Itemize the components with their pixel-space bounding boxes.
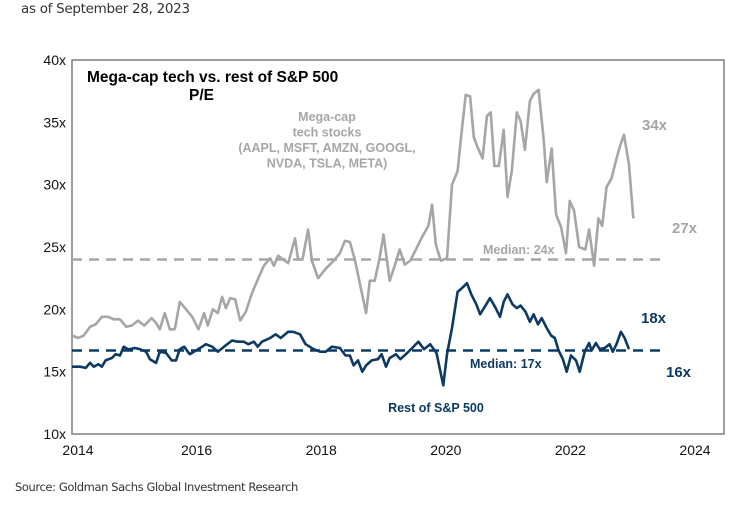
y-tick-label: 30x xyxy=(43,177,66,193)
rest-median-label: Median: 17x xyxy=(470,357,542,371)
megacap-peak-label: 34x xyxy=(642,117,668,134)
y-tick-label: 20x xyxy=(43,301,66,317)
megacap-median-label: Median: 24x xyxy=(483,243,555,257)
y-tick-label: 15x xyxy=(43,364,66,380)
x-tick-label: 2014 xyxy=(62,442,93,458)
megacap-series-label: Mega-cap tech stocks(AAPL, MSFT, AMZN, GO… xyxy=(238,110,415,171)
chart-subtitle: P/E xyxy=(189,87,214,104)
source-note: Source: Goldman Sachs Global Investment … xyxy=(15,480,298,494)
as-of-date: as of September 28, 2023 xyxy=(21,1,190,17)
x-tick-label: 2016 xyxy=(181,442,212,458)
y-tick-label: 25x xyxy=(43,239,66,255)
x-tick-label: 2020 xyxy=(430,442,461,458)
x-tick-label: 2022 xyxy=(555,442,586,458)
x-tick-label: 2018 xyxy=(306,442,337,458)
megacap-label-line: tech stocks xyxy=(293,126,362,140)
y-tick-label: 40x xyxy=(43,52,66,68)
y-tick-label: 35x xyxy=(43,114,66,130)
rest-series-label: Rest of S&P 500 xyxy=(388,401,484,415)
y-tick-label: 10x xyxy=(43,426,66,442)
rest-label-line: Rest of S&P 500 xyxy=(388,401,484,415)
rest-end-label: 16x xyxy=(666,364,692,381)
megacap-label-line: (AAPL, MSFT, AMZN, GOOGL, xyxy=(238,141,415,155)
plot-frame xyxy=(71,59,725,435)
y-axis: 10x 15x 20x 25x 30x 35x 40x xyxy=(43,52,66,442)
chart-title: Mega-cap tech vs. rest of S&P 500 xyxy=(87,69,338,86)
x-tick-label: 2024 xyxy=(679,442,710,458)
x-axis: 2014 2016 2018 2020 2022 2024 xyxy=(62,442,710,458)
rest-series-line xyxy=(72,281,631,387)
megacap-series-line xyxy=(71,88,635,340)
megacap-label-line: Mega-cap xyxy=(298,110,356,124)
megacap-end-label: 27x xyxy=(672,220,698,237)
megacap-label-line: NVDA, TSLA, META) xyxy=(267,157,388,171)
rest-peak-label: 18x xyxy=(641,310,667,327)
